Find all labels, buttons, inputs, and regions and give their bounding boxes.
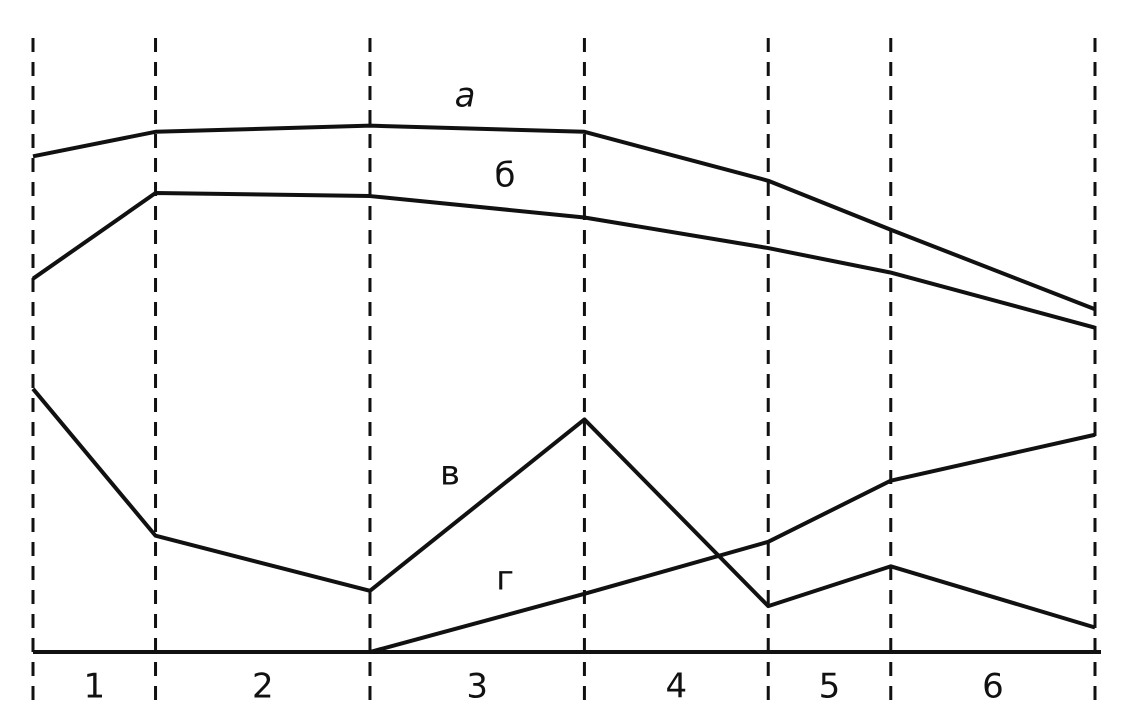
series-label: в xyxy=(440,454,460,494)
period-label: 1 xyxy=(83,667,105,707)
series-label: а xyxy=(455,76,476,116)
series-label: г xyxy=(496,559,514,599)
series-line xyxy=(32,123,1096,312)
period-label: 3 xyxy=(466,667,488,707)
series-label: б xyxy=(495,156,516,196)
period-label: 2 xyxy=(252,667,274,707)
series-line xyxy=(31,191,1096,330)
period-label: 5 xyxy=(819,667,841,707)
series-line xyxy=(369,432,1096,654)
series-line xyxy=(31,387,1096,630)
period-label: 6 xyxy=(982,667,1004,707)
period-label: 4 xyxy=(666,667,688,707)
